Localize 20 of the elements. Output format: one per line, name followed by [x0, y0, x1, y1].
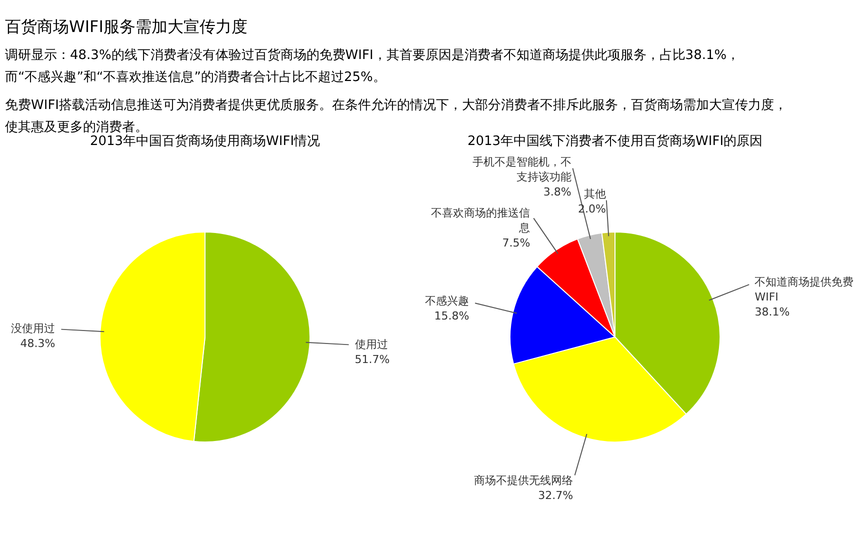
- text: 免费WIFI搭载活动信息推送可为消费者提供更优质服务。在条件允许的情况下，大部分消费者不排斥此服务，百货商场需加大宣传力度，使其惠及更多的消费者。: [5, 97, 787, 135]
- data-label: 32.7%: [538, 489, 574, 502]
- data-label: 48.3%: [20, 336, 56, 350]
- text: 调研显示：48.3%的线下消费者没有体验过百货商场的免费WIFI，其首要原因是消费者不知道商场提供此项服务，占比38.1%，而“不感兴趣”和“不喜欢推送信息”的消费者合计占比不超过25%。: [5, 48, 740, 85]
- data-label: 3.8%: [543, 185, 572, 198]
- slice-label: 不知道商场提供免费WIFI: [754, 275, 854, 304]
- data-label: 51.7%: [354, 353, 390, 366]
- slice-label: 其他: [584, 187, 606, 200]
- slice-label: 使用过: [354, 338, 388, 352]
- data-label: 38.1%: [754, 305, 790, 318]
- text: 百货商场WIFI服务需加大宣传力度: [5, 17, 248, 36]
- slice-label: 没使用过: [11, 322, 56, 335]
- slice-label: 不感兴趣: [425, 294, 470, 308]
- slice-label: 手机不是智能机，不支持该功能: [472, 155, 572, 184]
- data-label: 15.8%: [434, 310, 470, 323]
- chart-title: 2013年中国线下消费者不使用百货商场WIFI的原因: [467, 134, 763, 149]
- slice-label: 不喜欢商场的推送信息: [431, 206, 530, 234]
- data-label: 7.5%: [502, 236, 530, 250]
- chart-title: 2013年中国百货商场使用商场WIFI情况: [90, 134, 320, 149]
- slice-label: 商场不提供无线网络: [474, 474, 574, 488]
